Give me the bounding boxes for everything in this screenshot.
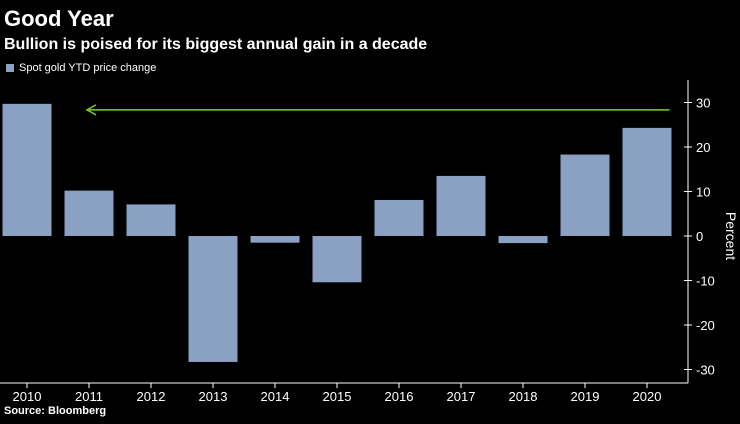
x-tick-label: 2013 — [199, 389, 228, 404]
y-tick-label: -30 — [696, 363, 715, 378]
bar-2011 — [64, 190, 114, 236]
x-tick-label: 2020 — [633, 389, 662, 404]
y-tick-label: -20 — [696, 318, 715, 333]
annotation-arrow-head — [85, 104, 97, 116]
bar-2013 — [188, 236, 238, 362]
y-tick-label: -10 — [696, 274, 715, 289]
y-tick-label: 30 — [696, 96, 710, 111]
legend-label: Spot gold YTD price change — [19, 62, 157, 74]
bar-2019 — [560, 154, 610, 236]
chart-title: Good Year — [4, 6, 114, 31]
chart-subtitle: Bullion is poised for its biggest annual… — [4, 36, 428, 53]
x-tick-label: 2018 — [509, 389, 538, 404]
x-tick-label: 2012 — [137, 389, 166, 404]
bar-2017 — [436, 175, 486, 236]
chart-legend: Spot gold YTD price change — [6, 62, 156, 74]
bar-2012 — [126, 204, 176, 236]
bar-2014 — [250, 236, 300, 243]
x-tick-label: 2010 — [13, 389, 42, 404]
y-tick-label: 10 — [696, 185, 710, 200]
bar-2018 — [498, 236, 548, 244]
x-tick-label: 2017 — [447, 389, 476, 404]
x-tick-label: 2011 — [75, 389, 103, 404]
legend-swatch — [6, 64, 14, 72]
bar-2015 — [312, 236, 362, 283]
y-tick-label: 0 — [696, 229, 703, 244]
bar-2016 — [374, 199, 424, 236]
x-tick-label: 2014 — [261, 389, 290, 404]
y-axis-title: Percent — [723, 212, 739, 260]
source-note: Source: Bloomberg — [4, 405, 107, 417]
x-tick-label: 2015 — [323, 389, 352, 404]
bar-2010 — [2, 103, 52, 237]
y-tick-label: 20 — [696, 140, 710, 155]
bar-2020 — [622, 127, 672, 236]
x-tick-label: 2016 — [385, 389, 414, 404]
x-tick-label: 2019 — [571, 389, 600, 404]
